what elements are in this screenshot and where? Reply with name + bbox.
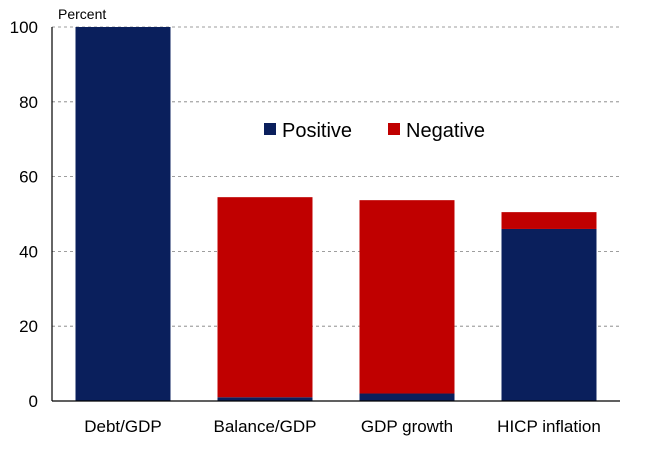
x-category-label: Balance/GDP <box>214 417 317 436</box>
y-tick-label: 40 <box>19 242 38 261</box>
bar-positive-2 <box>359 393 455 401</box>
x-category-label: Debt/GDP <box>84 417 161 436</box>
bar-positive-0 <box>75 27 171 401</box>
legend-swatch-positive <box>264 123 276 135</box>
legend-label-positive: Positive <box>282 120 352 142</box>
bar-positive-3 <box>501 228 597 401</box>
grid-lines <box>52 26 620 327</box>
y-tick-label: 80 <box>19 93 38 112</box>
x-category-label: HICP inflation <box>497 417 601 436</box>
x-category-labels: Debt/GDP Balance/GDP GDP growth HICP inflat… <box>84 417 601 436</box>
y-tick-label: 20 <box>19 317 38 336</box>
bar-negative-3 <box>501 212 597 229</box>
y-unit-label: Percent <box>58 6 106 22</box>
y-tick-label: 100 <box>10 18 38 37</box>
bar-negative-2 <box>359 200 455 394</box>
legend-swatch-negative <box>388 123 400 135</box>
y-tick-labels: 0 20 40 60 80 100 <box>10 18 38 411</box>
x-category-label: GDP growth <box>361 417 453 436</box>
bars <box>75 27 597 401</box>
bar-negative-1 <box>217 197 313 398</box>
y-tick-label: 60 <box>19 168 38 187</box>
legend-label-negative: Negative <box>406 120 485 142</box>
legend: Positive Negative <box>264 120 485 142</box>
bar-positive-1 <box>217 397 313 401</box>
y-tick-label: 0 <box>29 392 38 411</box>
axes <box>51 27 620 402</box>
